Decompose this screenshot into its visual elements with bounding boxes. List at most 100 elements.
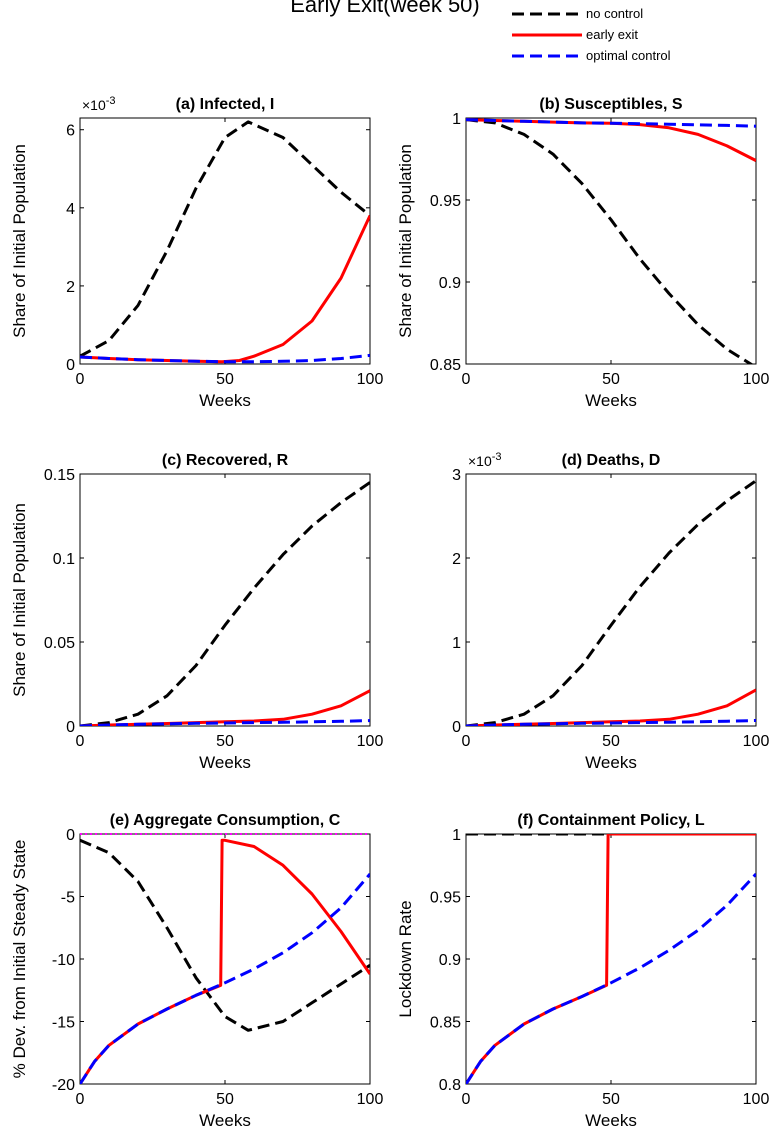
series-line-optimal-control [466, 872, 756, 1084]
y-tick-label: 0 [452, 719, 461, 736]
series-line-no-control [80, 120, 370, 358]
x-tick-label: 0 [76, 371, 85, 388]
x-tick-label: 0 [76, 1091, 85, 1108]
panel-title: (b) Susceptibles, S [539, 96, 682, 113]
series-line-optimal-control [466, 719, 756, 726]
series-line-early-exit [466, 688, 756, 726]
panel-1: 0 50 100 0.85 0.9 0.95 1 (b) Susceptibles, S Wee… [396, 96, 769, 410]
legend-label-1: early exit [586, 27, 638, 42]
figure-title: Early Exit(week 50) [290, 0, 480, 17]
x-axis-label: Weeks [585, 1111, 637, 1130]
x-tick-label: 50 [602, 733, 620, 750]
plot-frame [465, 117, 757, 365]
plot-frame [465, 833, 757, 1085]
legend-label-2: optimal control [586, 48, 671, 63]
legend: no control early exit optimal control [512, 6, 671, 63]
series-line-optimal-control [80, 719, 370, 726]
panel-title: (e) Aggregate Consumption, C [110, 812, 341, 829]
x-tick-label: 0 [76, 733, 85, 750]
y-tick-label: 0 [66, 357, 75, 374]
x-tick-label: 0 [462, 733, 471, 750]
series-line-no-control [80, 481, 370, 726]
x-tick-label: 100 [357, 371, 384, 388]
y-tick-label: 1 [452, 635, 461, 652]
x-tick-label: 50 [602, 371, 620, 388]
y-tick-label: -20 [52, 1077, 75, 1094]
x-tick-label: 100 [357, 733, 384, 750]
plot-frame [465, 473, 757, 727]
x-tick-label: 100 [743, 371, 770, 388]
panel-title: (c) Recovered, R [162, 452, 289, 469]
y-tick-label: 3 [452, 467, 461, 484]
y-axis-label: Lockdown Rate [396, 900, 415, 1017]
y-tick-label: 1 [452, 827, 461, 844]
y-tick-label: -10 [52, 952, 75, 969]
y-tick-label: 0.85 [430, 1015, 461, 1032]
x-tick-label: 100 [743, 733, 770, 750]
series-line-optimal-control [466, 118, 756, 128]
axis-exponent: ×10-3 [468, 451, 502, 469]
y-axis-label: % Dev. from Initial Steady State [10, 840, 29, 1079]
y-tick-label: 0 [66, 827, 75, 844]
y-axis-label: Share of Initial Population [10, 503, 29, 697]
plot-frame [79, 473, 371, 727]
panel-title: (d) Deaths, D [562, 452, 661, 469]
y-tick-label: 0.15 [44, 467, 75, 484]
y-tick-label: 6 [66, 123, 75, 140]
y-tick-label: 2 [452, 551, 461, 568]
y-tick-label: 0 [66, 719, 75, 736]
series-line-no-control [80, 838, 370, 1032]
y-tick-label: 1 [452, 111, 461, 128]
y-tick-label: 0.8 [439, 1077, 461, 1094]
panel-4: 0 50 100 -20 -15 -10 -5 0 (e) Aggregate Consumpt… [10, 812, 383, 1130]
y-tick-label: 0.95 [430, 193, 461, 210]
series-line-early-exit [80, 689, 370, 726]
panel-5: 0 50 100 0.8 0.85 0.9 0.95 1 (f) Containment Pol… [396, 812, 769, 1130]
y-tick-label: -15 [52, 1015, 75, 1032]
y-tick-label: -5 [61, 890, 75, 907]
y-tick-label: 2 [66, 279, 75, 296]
x-tick-label: 0 [462, 371, 471, 388]
x-axis-label: Weeks [585, 391, 637, 410]
y-tick-label: 0.9 [439, 275, 461, 292]
series-line-optimal-control [80, 353, 370, 364]
series-line-optimal-control [80, 873, 370, 1084]
panel-2: 0 50 100 0 0.05 0.1 0.15 (c) Recovered, R Weeks S… [10, 452, 383, 772]
x-tick-label: 50 [216, 1091, 234, 1108]
x-tick-label: 100 [743, 1091, 770, 1108]
plot-frame [79, 117, 371, 365]
x-tick-label: 100 [357, 1091, 384, 1108]
panel-0: 0 50 100 0 2 4 6 ×10-3 (a) Infected, I Weeks Share… [10, 95, 383, 410]
axis-exponent: ×10-3 [82, 95, 116, 113]
axis-exponent-base: ×10 [468, 453, 492, 469]
series-line-early-exit [80, 214, 370, 364]
x-tick-label: 50 [602, 1091, 620, 1108]
series-line-early-exit [80, 838, 370, 1084]
series-line-no-control [466, 479, 756, 726]
y-tick-label: 0.05 [44, 635, 75, 652]
y-tick-label: 0.85 [430, 357, 461, 374]
x-axis-label: Weeks [585, 753, 637, 772]
panel-3: 0 50 100 0 1 2 3 ×10-3 (d) Deaths, D Weeks [452, 451, 769, 772]
y-axis-label: Share of Initial Population [10, 144, 29, 338]
series-line-no-control [466, 118, 754, 364]
axis-exponent-power: -3 [106, 95, 116, 107]
axis-exponent-power: -3 [492, 451, 502, 463]
legend-label-0: no control [586, 6, 643, 21]
y-tick-label: 0.95 [430, 890, 461, 907]
x-tick-label: 50 [216, 733, 234, 750]
series-line-early-exit [466, 834, 756, 1084]
plot-frame [79, 833, 371, 1085]
x-axis-label: Weeks [199, 753, 251, 772]
y-axis-label: Share of Initial Population [396, 144, 415, 338]
x-tick-label: 0 [462, 1091, 471, 1108]
x-tick-label: 50 [216, 371, 234, 388]
x-axis-label: Weeks [199, 391, 251, 410]
y-tick-label: 4 [66, 201, 75, 218]
panel-title: (a) Infected, I [176, 96, 275, 113]
panel-title: (f) Containment Policy, L [517, 812, 704, 829]
y-tick-label: 0.1 [53, 551, 75, 568]
series-line-early-exit [466, 118, 756, 162]
